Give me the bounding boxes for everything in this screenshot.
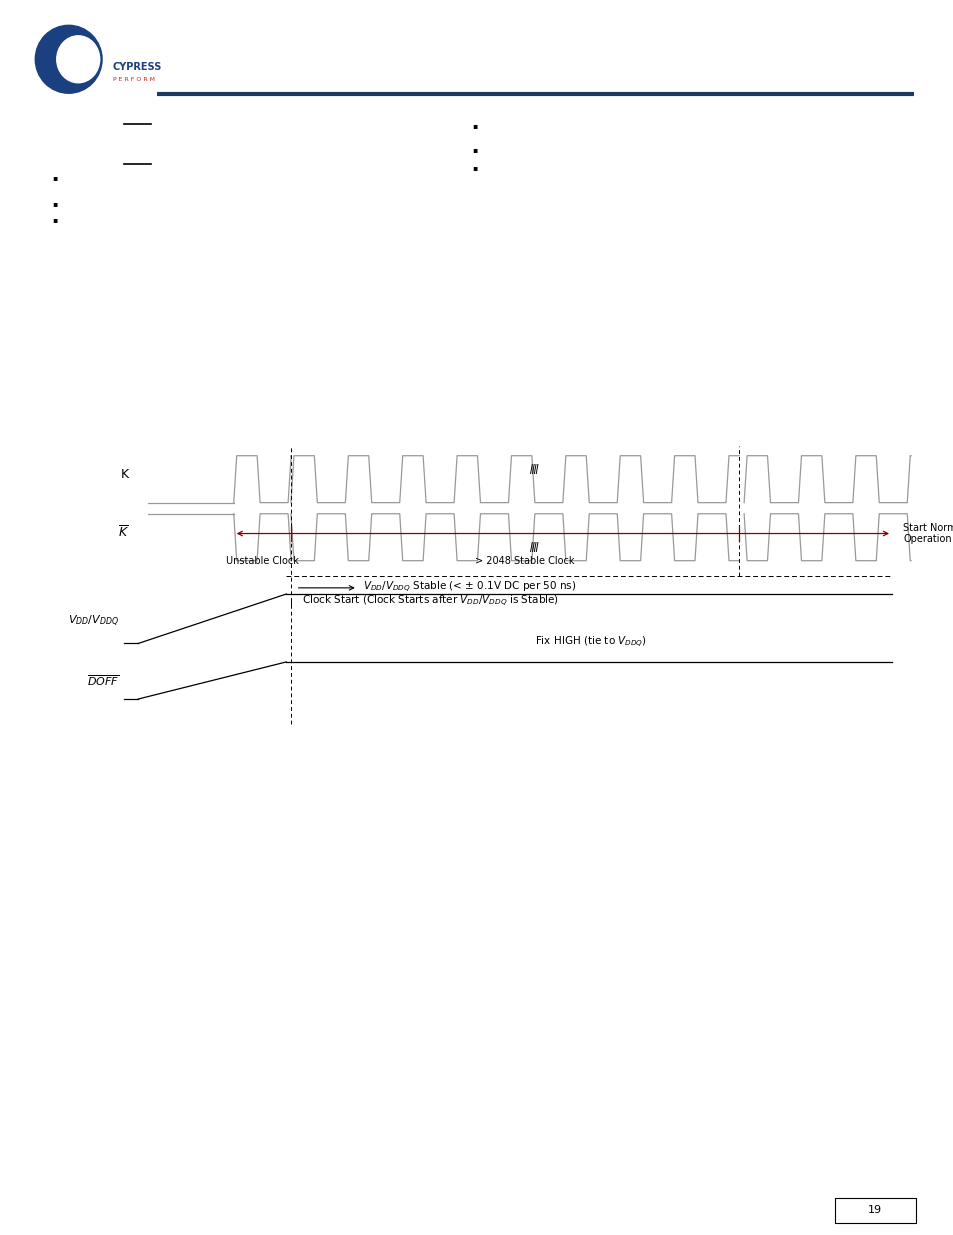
Text: ▪: ▪: [52, 215, 57, 225]
Text: P E R F O R M: P E R F O R M: [112, 77, 154, 82]
Text: $\overline{DOFF}$: $\overline{DOFF}$: [87, 673, 119, 688]
Text: CYPRESS: CYPRESS: [112, 62, 162, 72]
Text: ▪: ▪: [52, 199, 57, 209]
Text: Start Normal
Operation: Start Normal Operation: [902, 522, 953, 545]
Text: 19: 19: [867, 1205, 881, 1215]
Text: > 2048 Stable Clock: > 2048 Stable Clock: [475, 556, 574, 566]
Text: ǁǁ: ǁǁ: [529, 464, 538, 474]
Ellipse shape: [56, 36, 99, 83]
Text: Clock Start (Clock Starts after $V_{DD}/V_{DDQ}$ is Stable): Clock Start (Clock Starts after $V_{DD}/…: [302, 594, 558, 609]
Text: $\overline{K}$: $\overline{K}$: [117, 525, 129, 540]
Text: ▪: ▪: [472, 144, 476, 154]
FancyBboxPatch shape: [834, 1198, 915, 1223]
Text: ǁǁ: ǁǁ: [529, 542, 538, 552]
Text: ▪: ▪: [52, 173, 57, 183]
Text: Unstable Clock: Unstable Clock: [226, 556, 298, 566]
Text: $V_{DD}/V_{DDQ}$ Stable (< ± 0.1V DC per 50 ns): $V_{DD}/V_{DDQ}$ Stable (< ± 0.1V DC per…: [362, 580, 576, 595]
Text: ▪: ▪: [472, 121, 476, 131]
Text: $V_{DD}/V_{DDQ}$: $V_{DD}/V_{DDQ}$: [68, 614, 119, 629]
Text: Fix HIGH (tie to $V_{DDQ}$): Fix HIGH (tie to $V_{DDQ}$): [535, 635, 647, 650]
Text: K: K: [120, 468, 129, 480]
Ellipse shape: [35, 25, 102, 94]
Text: ▪: ▪: [472, 163, 476, 173]
